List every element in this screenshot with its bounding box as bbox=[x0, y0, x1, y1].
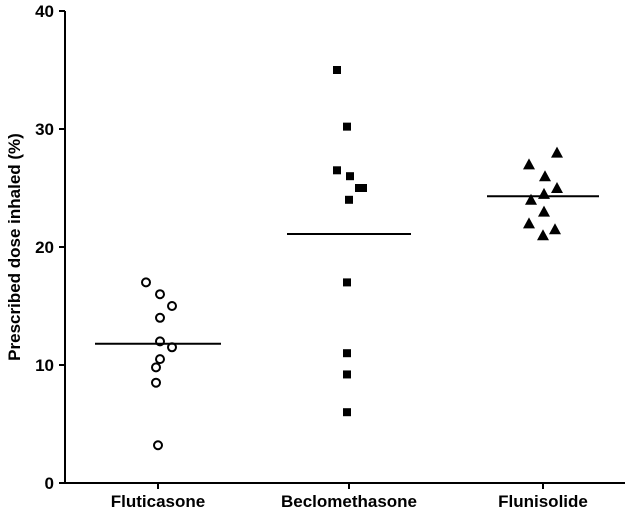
y-tick-label: 30 bbox=[35, 120, 54, 139]
data-point-square bbox=[343, 370, 351, 379]
data-point-triangle bbox=[523, 217, 535, 229]
y-ticks: 0 10 20 30 40 bbox=[35, 2, 65, 493]
data-point-circle bbox=[167, 301, 177, 311]
data-point-triangle bbox=[551, 182, 563, 193]
x-category-labels: Fluticasone Beclomethasone Flunisolide bbox=[111, 483, 588, 511]
data-point-triangle bbox=[538, 205, 550, 217]
data-point-triangle bbox=[539, 170, 551, 182]
data-point-square bbox=[343, 408, 351, 417]
data-point-circle bbox=[153, 440, 163, 451]
data-point-triangle bbox=[537, 229, 549, 241]
x-category-label: Flunisolide bbox=[498, 492, 588, 511]
data-point-circle bbox=[155, 312, 165, 323]
mean-lines bbox=[95, 195, 599, 345]
data-point-triangle bbox=[551, 146, 563, 158]
data-point-circle bbox=[155, 354, 165, 365]
data-point-square bbox=[343, 122, 351, 131]
y-tick-label: 0 bbox=[45, 474, 54, 493]
y-tick-label: 40 bbox=[35, 2, 54, 21]
data-point-square bbox=[343, 349, 351, 358]
data-point-square bbox=[345, 195, 353, 204]
data-point-circle bbox=[151, 362, 161, 373]
data-point-square bbox=[355, 184, 363, 192]
data-point-triangle bbox=[523, 158, 535, 170]
x-category-label: Beclomethasone bbox=[281, 492, 417, 511]
y-axis-label: Prescribed dose inhaled (%) bbox=[5, 133, 24, 361]
data-point-circle bbox=[151, 377, 161, 388]
data-point-triangle bbox=[525, 193, 537, 205]
data-point-square bbox=[346, 172, 354, 181]
data-point-square bbox=[333, 66, 341, 74]
data-point-circle bbox=[141, 277, 151, 288]
data-point-square bbox=[343, 278, 351, 287]
data-points bbox=[141, 66, 563, 451]
data-point-triangle bbox=[549, 223, 561, 235]
y-tick-label: 10 bbox=[35, 356, 54, 375]
y-tick-label: 20 bbox=[35, 238, 54, 257]
x-category-label: Fluticasone bbox=[111, 492, 205, 511]
data-point-square bbox=[333, 166, 341, 175]
data-point-circle bbox=[155, 289, 165, 300]
